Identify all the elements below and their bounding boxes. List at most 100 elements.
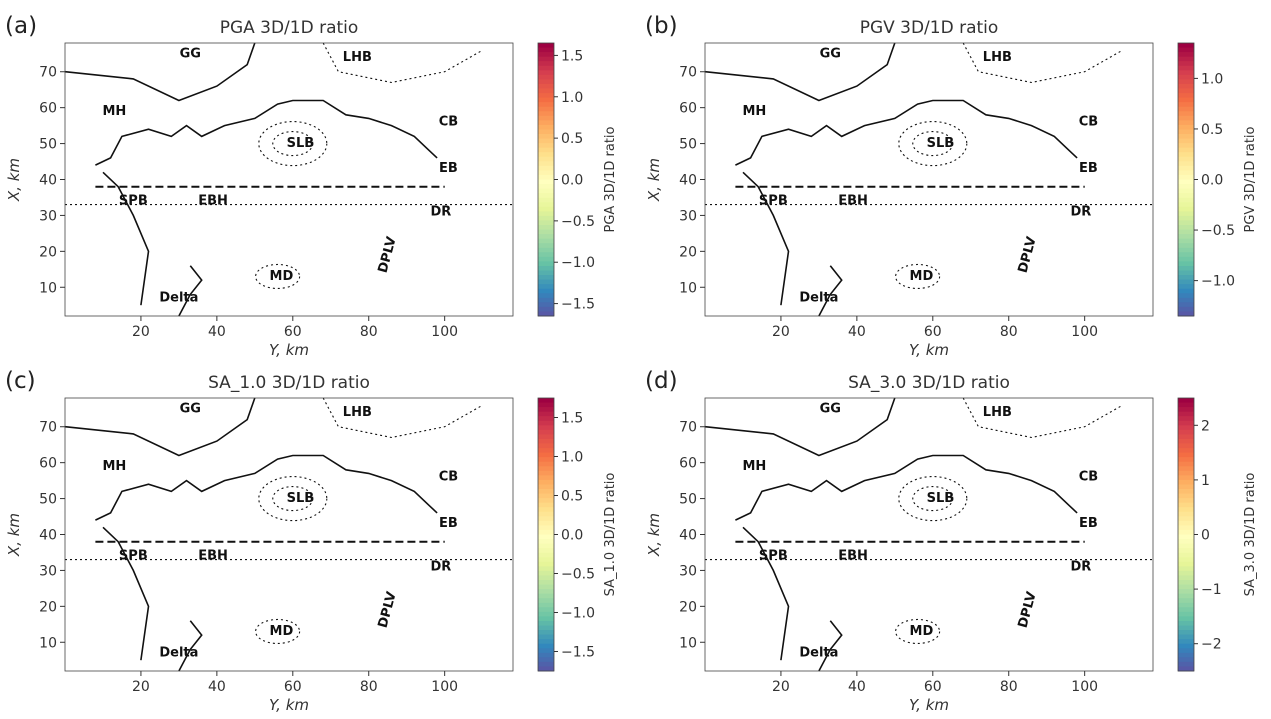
- colorbar-label: SA_1.0 3D/1D ratio: [603, 473, 618, 597]
- region-label: SLB: [287, 491, 315, 506]
- colorbar-tick-label: −1.5: [561, 297, 595, 313]
- colorbar-swatch: [1178, 247, 1194, 253]
- basin-outline: [735, 99, 1078, 166]
- colorbar-swatch: [1178, 589, 1194, 595]
- panel-a: Delta MD DPLV DR SPB EBH EB SLB CB MH GG LHB 20 40 60 8…: [5, 13, 618, 359]
- x-tick-label: 60: [924, 324, 942, 340]
- colorbar-swatch: [538, 534, 554, 540]
- colorbar-swatch: [538, 529, 554, 535]
- colorbar-swatch: [1178, 593, 1194, 599]
- colorbar-swatch: [538, 306, 554, 312]
- colorbar-tick-label: 0.0: [561, 173, 583, 189]
- colorbar-swatch: [538, 179, 554, 185]
- region-label: SLB: [287, 136, 315, 151]
- colorbar-swatch: [1178, 61, 1194, 67]
- region-label: MH: [102, 459, 126, 474]
- x-tick-label: 60: [284, 679, 302, 695]
- colorbar-swatch: [538, 570, 554, 576]
- colorbar-swatch: [1178, 598, 1194, 604]
- colorbar-swatch: [538, 302, 554, 308]
- x-tick-label: 40: [848, 324, 866, 340]
- colorbar-tick-label: 0.5: [561, 489, 583, 505]
- colorbar-swatch: [1178, 602, 1194, 608]
- colorbar-swatch: [538, 211, 554, 217]
- colorbar-swatch: [1178, 238, 1194, 244]
- panel-title: SA_3.0 3D/1D ratio: [848, 373, 1010, 393]
- colorbar-swatch: [538, 425, 554, 431]
- y-tick-label: 40: [679, 528, 697, 544]
- colorbar-swatch: [1178, 211, 1194, 217]
- colorbar-swatch: [1178, 580, 1194, 586]
- colorbar-swatch: [538, 61, 554, 67]
- y-tick-label: 30: [39, 208, 57, 224]
- x-tick-label: 40: [208, 324, 226, 340]
- colorbar-swatch: [538, 70, 554, 76]
- panel-label: (b): [645, 13, 678, 39]
- x-axis-label: Y, km: [269, 696, 309, 714]
- colorbar-swatch: [1178, 461, 1194, 467]
- colorbar-swatch: [1178, 543, 1194, 549]
- md-dotted-contour: [895, 618, 941, 645]
- x-tick-label: 40: [208, 679, 226, 695]
- colorbar-swatch: [1178, 88, 1194, 94]
- colorbar-swatch: [538, 420, 554, 426]
- colorbar-swatch: [538, 293, 554, 299]
- colorbar-swatch: [1178, 661, 1194, 667]
- region-label: EBH: [838, 194, 868, 209]
- colorbar-swatch: [1178, 124, 1194, 130]
- colorbar-swatch: [1178, 648, 1194, 654]
- x-tick-label: 80: [360, 324, 378, 340]
- delta-outline: [818, 265, 843, 317]
- region-label: MH: [742, 104, 766, 119]
- colorbar-swatch: [1178, 170, 1194, 176]
- colorbar-swatch: [1178, 143, 1194, 149]
- colorbar-swatch: [1178, 566, 1194, 572]
- panel-c: Delta MD DPLV DR SPB EBH EB SLB CB MH GG LHB 20 40 60 8…: [5, 368, 618, 714]
- colorbar-swatch: [538, 252, 554, 258]
- colorbar-swatch: [1178, 197, 1194, 203]
- colorbar-swatch: [538, 539, 554, 545]
- colorbar-swatch: [1178, 275, 1194, 281]
- colorbar-tick-label: 1.5: [561, 48, 583, 64]
- colorbar-swatch: [538, 511, 554, 517]
- slb-dotted-contour-inner: [272, 486, 314, 512]
- colorbar-swatch: [538, 174, 554, 180]
- region-label: SPB: [119, 549, 148, 564]
- y-tick-label: 20: [39, 599, 57, 615]
- colorbar-swatch: [1178, 525, 1194, 531]
- gg-outline: [64, 42, 256, 102]
- region-label: SPB: [759, 549, 788, 564]
- region-label: LHB: [983, 50, 1012, 65]
- colorbar-swatch: [1178, 607, 1194, 613]
- colorbar-swatch: [1178, 174, 1194, 180]
- colorbar-tick-label: 1.0: [561, 450, 583, 466]
- colorbar-swatch: [538, 74, 554, 80]
- colorbar-swatch: [1178, 306, 1194, 312]
- colorbar-swatch: [538, 479, 554, 485]
- colorbar-swatch: [538, 256, 554, 262]
- md-dotted-contour: [255, 263, 301, 290]
- region-label: EB: [439, 516, 458, 531]
- colorbar-swatch: [538, 202, 554, 208]
- colorbar-swatch: [538, 652, 554, 658]
- colorbar-swatch: [1178, 288, 1194, 294]
- region-label: GG: [180, 46, 201, 61]
- colorbar-swatch: [538, 111, 554, 117]
- y-axis-label: X, km: [645, 513, 663, 557]
- colorbar-tick-label: 1.0: [1201, 71, 1223, 87]
- colorbar-swatch: [538, 575, 554, 581]
- colorbar-swatch: [538, 165, 554, 171]
- colorbar-swatch: [538, 411, 554, 417]
- colorbar-swatch: [1178, 625, 1194, 631]
- colorbar-swatch: [538, 120, 554, 126]
- region-label: MD: [270, 624, 294, 639]
- colorbar-swatch: [538, 634, 554, 640]
- y-tick-label: 10: [39, 635, 57, 651]
- colorbar-swatch: [538, 507, 554, 513]
- colorbar-swatch: [538, 602, 554, 608]
- colorbar-swatch: [538, 115, 554, 121]
- colorbar-swatch: [1178, 398, 1194, 404]
- colorbar-swatch: [1178, 220, 1194, 226]
- y-tick-label: 50: [39, 137, 57, 153]
- colorbar-swatch: [538, 461, 554, 467]
